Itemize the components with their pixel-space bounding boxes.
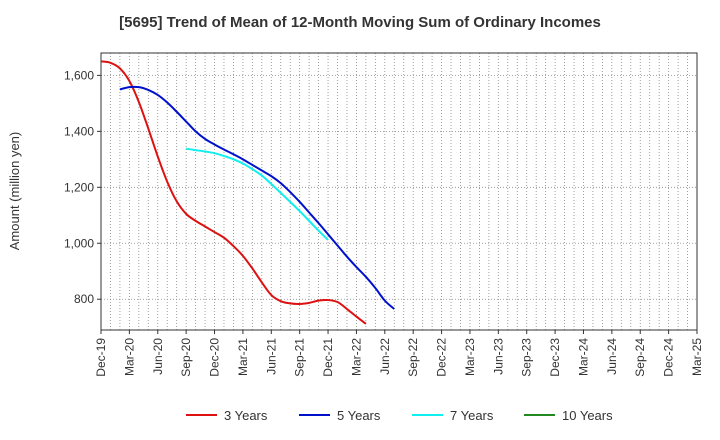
x-tick-label: Jun-20 [151,338,165,375]
legend-label-3-years: 3 Years [224,408,268,423]
plot-frame [100,52,698,331]
x-tick-label: Sep-21 [293,338,307,377]
x-tick-label: Sep-20 [179,338,193,377]
legend-label-10-years: 10 Years [562,408,613,423]
x-tick-label: Mar-22 [349,338,363,376]
x-tick-label: Mar-23 [463,338,477,376]
y-tick-label: 1,000 [64,236,94,250]
x-tick-label: Jun-23 [491,338,505,375]
y-tick-label: 1,200 [64,180,94,194]
series-line-7-years [185,147,329,241]
chart-title: [5695] Trend of Mean of 12-Month Moving … [119,14,601,31]
grid [101,53,697,330]
series-line-5-years [119,85,395,310]
x-tick-label: Dec-20 [208,338,222,377]
y-axis-label: Amount (million yen) [7,132,22,251]
x-tick-label: Jun-24 [605,338,619,375]
x-tick-label: Jun-21 [264,338,278,375]
x-tick-label: Dec-22 [435,338,449,377]
y-tick-label: 800 [74,292,94,306]
y-tick-label: 1,400 [64,124,94,138]
x-tick-label: Dec-21 [321,338,335,377]
x-tick-label: Mar-21 [236,338,250,376]
x-tick-label: Dec-23 [548,338,562,377]
x-tick-label: Mar-20 [122,338,136,376]
x-tick-label: Sep-22 [406,338,420,377]
x-tick-label: Sep-24 [633,338,647,377]
x-tick-label: Mar-24 [576,338,590,376]
x-tick-label: Mar-25 [690,338,704,376]
x-axis: Dec-19 Mar-20 Jun-20 Sep-20 Dec-20 Mar-21 Jun-… [94,330,704,377]
legend: 3 Years 5 Years 7 Years 10 Years [186,408,613,423]
y-tick-label: 1,600 [64,68,94,82]
series-line-3-years [100,60,367,325]
x-tick-label: Jun-22 [378,338,392,375]
legend-label-5-years: 5 Years [337,408,381,423]
x-tick-label: Dec-19 [94,338,108,377]
legend-label-7-years: 7 Years [450,408,494,423]
x-tick-label: Sep-23 [520,338,534,377]
y-axis: 800 1,000 1,200 1,400 1,600 [64,68,101,306]
x-tick-label: Dec-24 [662,338,676,377]
series-group [100,60,395,325]
